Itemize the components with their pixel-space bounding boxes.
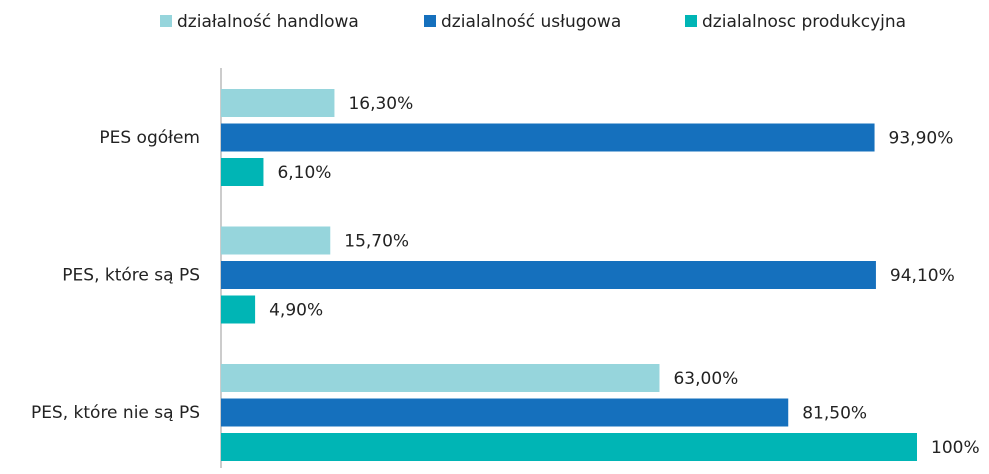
bar: [221, 433, 917, 461]
bar: [221, 123, 875, 152]
bar: [221, 226, 331, 255]
bar: [221, 364, 660, 392]
bar: [221, 295, 256, 324]
y-tick-label: PES, które nie są PS: [31, 403, 200, 423]
legend-label: dzialalność usługowa: [441, 12, 621, 32]
value-label: 15,70%: [344, 232, 409, 252]
value-label: 81,50%: [802, 404, 867, 424]
value-label: 6,10%: [277, 163, 331, 183]
bar: [221, 158, 264, 186]
value-label: 94,10%: [890, 266, 955, 286]
y-tick-label: PES, które są PS: [62, 266, 200, 286]
bar: [221, 398, 789, 427]
legend-swatch: [424, 15, 436, 27]
legend-swatch: [685, 15, 697, 27]
value-label: 63,00%: [673, 369, 738, 389]
value-label: 93,90%: [889, 129, 954, 149]
value-label: 16,30%: [348, 94, 413, 114]
legend-label: działalność handlowa: [177, 12, 359, 32]
bar: [221, 89, 335, 117]
value-label: 4,90%: [269, 301, 323, 321]
legend-swatch: [160, 15, 172, 27]
value-label: 100%: [931, 438, 980, 458]
bar: [221, 261, 876, 289]
legend-label: dzialalnosc produkcyjna: [702, 12, 906, 32]
y-tick-label: PES ogółem: [99, 128, 200, 148]
